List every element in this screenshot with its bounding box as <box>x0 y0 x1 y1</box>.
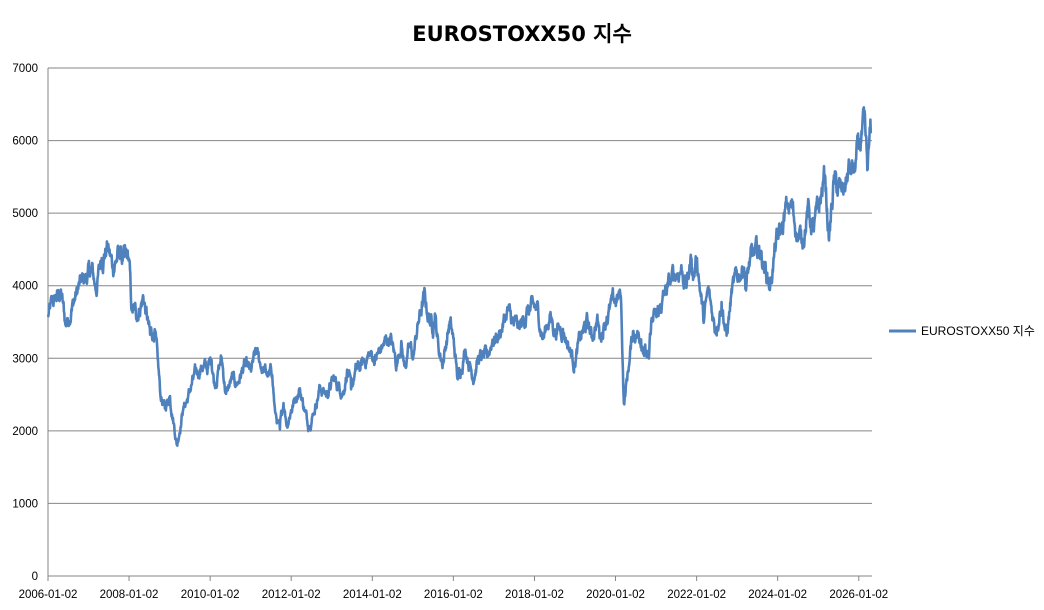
series-layer <box>46 106 873 447</box>
x-tick-label: 2010-01-02 <box>181 589 240 601</box>
x-tick-label: 2026-01-02 <box>829 589 888 601</box>
x-tick-label: 2014-01-02 <box>343 589 402 601</box>
y-tick-label: 3000 <box>12 353 38 365</box>
x-tick-label: 2008-01-02 <box>100 589 159 601</box>
y-tick-label: 7000 <box>12 63 38 75</box>
legend: EUROSTOXX50 지수 <box>889 324 1035 338</box>
series-line-eurostoxx50 <box>46 106 873 447</box>
x-axis-tick-labels: 2006-01-02 2008-01-02 2010-01-02 2012-01-02… <box>19 589 889 601</box>
y-tick-label: 6000 <box>12 136 38 148</box>
chart-title: EUROSTOXX50 지수 <box>412 22 632 46</box>
x-tick-label: 2012-01-02 <box>262 589 321 601</box>
x-tick-label: 2020-01-02 <box>586 589 645 601</box>
y-tick-label: 1000 <box>12 498 38 510</box>
x-tick-label: 2018-01-02 <box>505 589 564 601</box>
y-axis-tick-labels: 0 1000 2000 3000 4000 5000 6000 7000 <box>12 63 38 583</box>
axes <box>47 68 872 581</box>
legend-label: EUROSTOXX50 지수 <box>921 324 1035 338</box>
y-tick-label: 5000 <box>12 208 38 220</box>
y-tick-label: 0 <box>32 571 38 583</box>
y-tick-label: 2000 <box>12 426 38 438</box>
x-tick-label: 2024-01-02 <box>748 589 807 601</box>
y-tick-label: 4000 <box>12 281 38 293</box>
gridlines <box>48 67 872 504</box>
x-tick-label: 2022-01-02 <box>667 589 726 601</box>
x-tick-label: 2006-01-02 <box>19 589 78 601</box>
x-tick-label: 2016-01-02 <box>424 589 483 601</box>
